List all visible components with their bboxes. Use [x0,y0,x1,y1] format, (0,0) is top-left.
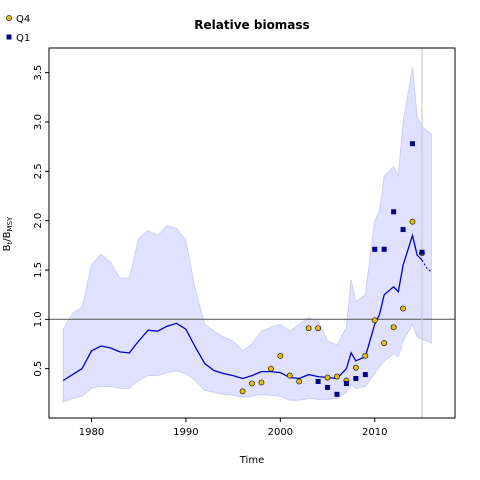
legend-label-q1: Q1 [16,33,30,44]
q4-point-6 [296,378,303,385]
q4-point-0 [239,388,246,395]
legend: Q4 Q1 [6,14,30,44]
median-line [62,233,423,382]
y-tick-label-3.5: 3.5 [33,65,44,81]
q1-point-0 [315,378,321,384]
q1-point-8 [391,209,397,215]
q4-point-7 [305,325,312,332]
q1-point-3 [343,380,349,386]
q1-point-1 [325,384,331,390]
q4-point-14 [371,317,378,324]
q1-point-4 [353,376,359,382]
x-tick-label-1990: 1990 [173,427,198,438]
q1-point-9 [400,227,406,233]
y-axis-title-sub2: MSY [6,216,14,231]
q1-point-7 [381,246,387,252]
q4-point-2 [258,379,265,386]
q4-point-18 [409,218,416,225]
chart-title: Relative biomass [194,18,309,32]
q1-point-10 [410,141,416,147]
y-axis-title-main: B [2,244,13,251]
x-tick-label-2000: 2000 [268,427,293,438]
q1-point-6 [372,246,378,252]
q1-point-2 [334,391,340,397]
q4-point-1 [249,380,255,387]
y-tick-label-2: 2.0 [33,213,44,229]
plot-frame [48,47,456,419]
legend-marker-q1 [6,34,12,40]
q1-point-5 [362,372,368,378]
legend-label-q4: Q4 [16,14,30,25]
q4-point-13 [362,352,369,359]
x-tick-label-1980: 1980 [79,427,104,438]
q4-point-15 [381,340,388,346]
axes: 1980 1990 2000 2010 0.5 1.0 1.5 2.0 2.5 3.0 3.5 [33,47,456,438]
q4-point-16 [390,324,397,331]
y-axis-title-mid: /B [2,231,13,241]
x-tick-label-2010: 2010 [362,427,387,438]
y-tick-label-1: 1.0 [33,311,44,327]
y-axis-title-sub1: t [6,241,14,244]
y-tick-label-2.5: 2.5 [33,163,44,179]
q4-point-3 [267,365,274,372]
x-axis-title: Time [239,455,264,466]
q4-point-10 [334,373,340,380]
y-tick-label-0.5: 0.5 [33,361,44,377]
y-tick-label-1.5: 1.5 [33,262,44,278]
median-projection-line [421,259,432,273]
y-axis-title: Bt/BMSY [2,216,14,251]
q4-point-17 [400,305,406,312]
y-tick-label-3: 3.0 [33,114,44,130]
q4-point-8 [315,325,321,332]
q4-point-9 [324,374,331,381]
q1-point-11 [419,249,425,255]
confidence-band [62,67,432,403]
q4-point-5 [286,372,293,379]
q4-point-12 [352,364,359,371]
legend-marker-q4 [6,15,12,21]
plot-area [49,48,455,418]
q4-point-4 [277,352,284,359]
